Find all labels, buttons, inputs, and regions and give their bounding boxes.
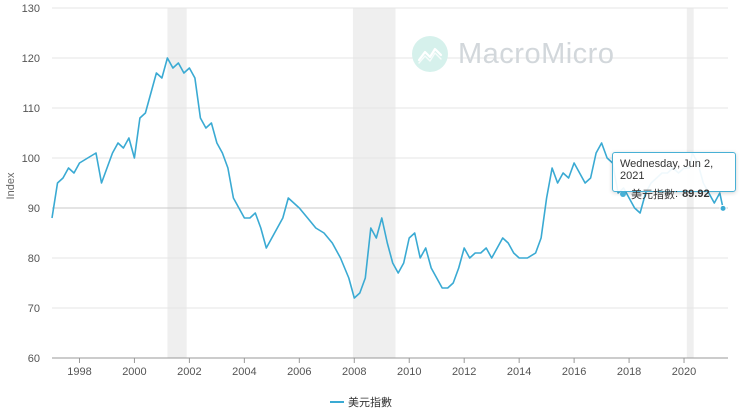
x-tick-label-2012: 2012 bbox=[452, 366, 476, 378]
y-tick-label-80: 80 bbox=[28, 253, 40, 265]
x-tick-label-2000: 2000 bbox=[122, 366, 146, 378]
x-tick-label-2016: 2016 bbox=[562, 366, 586, 378]
y-tick-label-120: 120 bbox=[22, 53, 40, 65]
x-tick-label-2010: 2010 bbox=[397, 366, 421, 378]
watermark-brand: MacroMicro bbox=[458, 37, 615, 70]
x-tick-label-2006: 2006 bbox=[287, 366, 311, 378]
y-tick-label-70: 70 bbox=[28, 303, 40, 315]
x-tick-label-2020: 2020 bbox=[672, 366, 696, 378]
tooltip-row: 美元指數: 89.92 bbox=[620, 186, 728, 202]
y-tick-label-100: 100 bbox=[22, 153, 40, 165]
tooltip: Wednesday, Jun 2, 2021 美元指數: 89.92 bbox=[612, 152, 736, 201]
x-axis-ticks: 1998 2000 2002 2004 2006 2008 2010 2012 2014 2016… bbox=[67, 358, 696, 378]
tooltip-date: Wednesday, Jun 2, 2021 bbox=[620, 158, 714, 182]
y-tick-label-60: 60 bbox=[28, 353, 40, 365]
legend-label[interactable]: 美元指數 bbox=[348, 395, 392, 409]
recession-band-0 bbox=[167, 8, 187, 358]
legend[interactable]: 美元指數 bbox=[330, 395, 392, 409]
watermark: MacroMicro bbox=[412, 36, 614, 72]
y-axis-ticks: 60 70 80 90 100 110 120 130 bbox=[22, 3, 40, 365]
y-tick-label-110: 110 bbox=[22, 103, 40, 115]
tooltip-value: 89.92 bbox=[682, 188, 710, 200]
recession-band-1 bbox=[352, 8, 396, 358]
y-tick-label-90: 90 bbox=[28, 203, 40, 215]
y-axis-title: Index bbox=[5, 172, 17, 199]
x-tick-label-2004: 2004 bbox=[232, 366, 256, 378]
x-tick-label-2002: 2002 bbox=[177, 366, 201, 378]
x-tick-label-2018: 2018 bbox=[617, 366, 641, 378]
x-tick-label-2014: 2014 bbox=[507, 366, 531, 378]
hover-point bbox=[719, 204, 727, 212]
x-tick-label-2008: 2008 bbox=[342, 366, 366, 378]
recession-bands bbox=[167, 8, 694, 358]
tooltip-series-dot bbox=[620, 191, 626, 197]
tooltip-series-name: 美元指數 bbox=[631, 189, 675, 201]
chart-logo-icon bbox=[412, 36, 448, 72]
x-tick-label-1998: 1998 bbox=[67, 366, 91, 378]
y-tick-label-130: 130 bbox=[22, 3, 40, 15]
